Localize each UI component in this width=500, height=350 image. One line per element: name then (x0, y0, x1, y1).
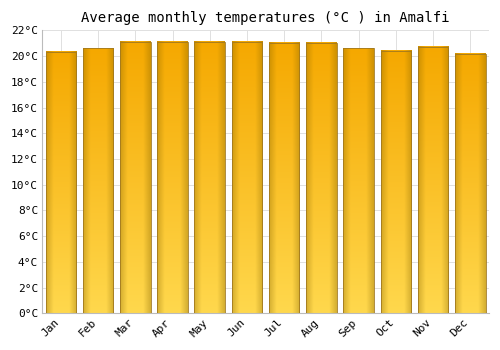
Bar (455, 54, 486, 313)
Bar (120, 42, 150, 313)
Bar (380, 51, 411, 313)
Bar (306, 43, 336, 313)
Bar (418, 47, 448, 313)
Bar (194, 42, 225, 313)
Title: Average monthly temperatures (°C ) in Amalfi: Average monthly temperatures (°C ) in Am… (82, 11, 450, 25)
Bar (269, 43, 300, 313)
Bar (158, 42, 188, 313)
Bar (83, 48, 114, 313)
Bar (46, 52, 76, 313)
Bar (232, 42, 262, 313)
Bar (344, 48, 374, 313)
